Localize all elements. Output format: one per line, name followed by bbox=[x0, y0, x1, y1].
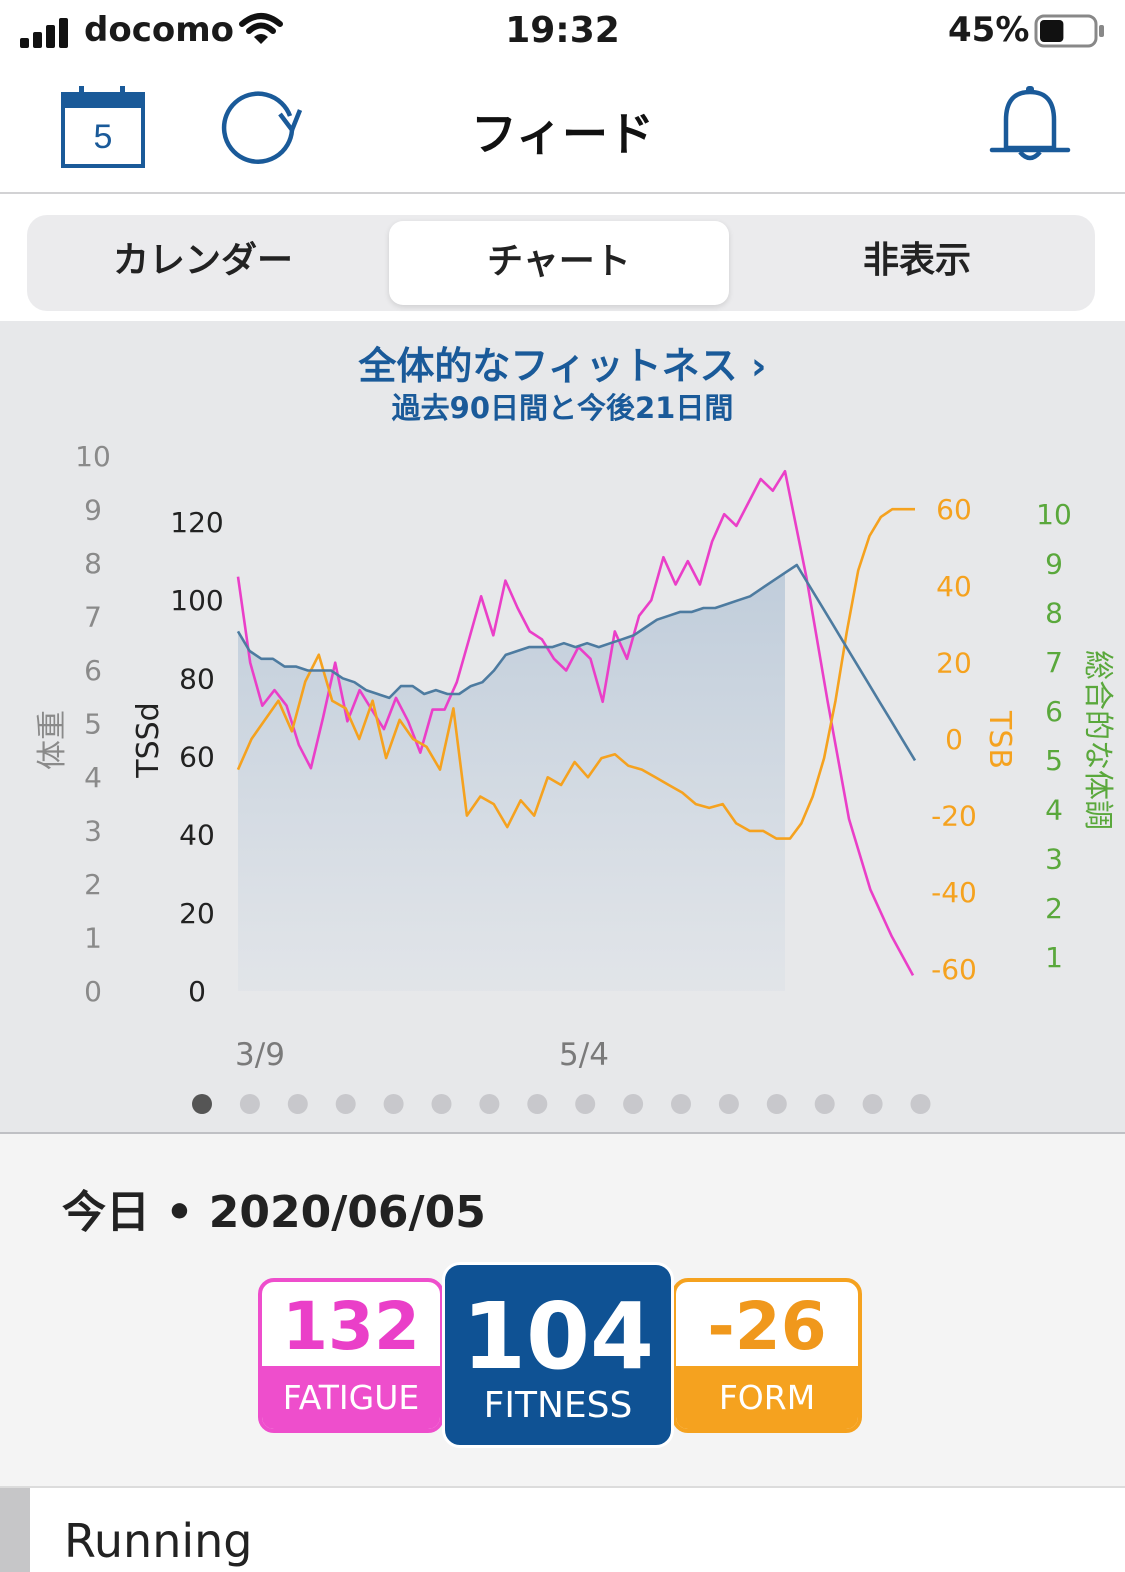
overall-tick-label: 6 bbox=[1045, 695, 1063, 728]
weight-tick-label: 2 bbox=[84, 868, 102, 901]
weight-tick-label: 1 bbox=[84, 922, 102, 955]
status-bar: docomo 19:32 45% bbox=[0, 0, 1125, 64]
tsb-axis-label: TSB bbox=[982, 710, 1017, 769]
segment-calendar[interactable]: カレンダー bbox=[112, 240, 293, 281]
tsb-tick-label: -20 bbox=[931, 800, 977, 833]
segment-hidden[interactable]: 非表示 bbox=[862, 240, 971, 281]
notifications-button[interactable] bbox=[988, 84, 1072, 170]
fitness-value: 104 bbox=[461, 1283, 655, 1390]
page-dot[interactable] bbox=[192, 1094, 212, 1114]
form-metric[interactable]: -26 FORM bbox=[672, 1278, 862, 1433]
fatigue-label: FATIGUE bbox=[262, 1366, 440, 1429]
page-dot[interactable] bbox=[575, 1094, 596, 1114]
refresh-button[interactable] bbox=[220, 86, 304, 170]
overall-tick-label: 9 bbox=[1045, 547, 1063, 580]
fitness-label: FITNESS bbox=[483, 1385, 633, 1426]
tsb-tick-label: -60 bbox=[931, 953, 977, 986]
fitness-area bbox=[238, 572, 785, 991]
weight-tick-label: 8 bbox=[84, 547, 102, 580]
chart-title-link[interactable]: 全体的なフィットネス › bbox=[358, 344, 767, 388]
battery-percentage: 45% bbox=[948, 10, 1030, 50]
wifi-icon bbox=[239, 13, 283, 44]
tss-tick-label: 0 bbox=[188, 975, 206, 1008]
page-dot[interactable] bbox=[671, 1094, 691, 1114]
activity-name: Running bbox=[64, 1514, 253, 1568]
tss-tick-label: 100 bbox=[170, 584, 223, 617]
weight-tick-label: 7 bbox=[84, 601, 102, 634]
activity-row[interactable]: Running bbox=[0, 1488, 1125, 1572]
page-indicator[interactable] bbox=[0, 1094, 1125, 1114]
page-dot[interactable] bbox=[527, 1094, 548, 1114]
calendar-button[interactable]: 5 bbox=[60, 86, 146, 174]
fatigue-metric[interactable]: 132 FATIGUE bbox=[258, 1278, 444, 1433]
tss-tick-label: 20 bbox=[179, 897, 215, 930]
page-dot[interactable] bbox=[623, 1094, 644, 1114]
overall-tick-label: 7 bbox=[1045, 646, 1063, 679]
form-series-line bbox=[236, 507, 915, 840]
overall-tick-label: 10 bbox=[1036, 498, 1072, 531]
page-dot[interactable] bbox=[335, 1094, 356, 1114]
fatigue-series-line bbox=[236, 469, 915, 977]
weight-tick-label: 10 bbox=[75, 440, 111, 473]
tsb-tick-label: 20 bbox=[936, 646, 972, 679]
navigation-bar: 5 フィード bbox=[0, 64, 1125, 194]
battery-icon bbox=[1034, 14, 1104, 48]
fitness-metric[interactable]: 104 FITNESS bbox=[442, 1262, 674, 1448]
overall-tick-label: 3 bbox=[1045, 843, 1063, 876]
overall-tick-label: 8 bbox=[1045, 597, 1063, 630]
fatigue-value: 132 bbox=[282, 1288, 420, 1365]
weight-axis-label: 体重 bbox=[35, 710, 70, 770]
form-label: FORM bbox=[676, 1366, 858, 1429]
overall-tick-label: 4 bbox=[1045, 793, 1063, 826]
weight-tick-label: 4 bbox=[84, 761, 102, 794]
page-dot[interactable] bbox=[479, 1094, 500, 1114]
tss-tick-label: 60 bbox=[179, 741, 215, 774]
tss-tick-label: 80 bbox=[179, 662, 215, 695]
weight-tick-label: 3 bbox=[84, 815, 102, 848]
tsb-tick-label: 40 bbox=[936, 570, 972, 603]
view-selector: カレンダー チャート 非表示 bbox=[0, 194, 1125, 321]
form-value: -26 bbox=[707, 1288, 827, 1365]
tsb-tick-label: 60 bbox=[936, 493, 972, 526]
tss-axis-label: TSSd bbox=[131, 702, 166, 778]
fitness-chart: 012345678910体重020406080100120TSSd-60-40-… bbox=[35, 440, 1115, 1073]
page-dot[interactable] bbox=[239, 1094, 260, 1114]
page-dot[interactable] bbox=[431, 1094, 452, 1114]
x-tick-label: 3/9 bbox=[235, 1037, 285, 1073]
overall-tick-label: 2 bbox=[1045, 892, 1063, 925]
weight-tick-label: 5 bbox=[84, 708, 102, 741]
x-tick-label: 5/4 bbox=[559, 1037, 609, 1073]
page-dot[interactable] bbox=[383, 1094, 404, 1114]
calendar-icon: 5 bbox=[61, 86, 145, 168]
page-dot[interactable] bbox=[862, 1094, 883, 1114]
page-dot[interactable] bbox=[766, 1094, 787, 1114]
overall-tick-label: 1 bbox=[1045, 941, 1063, 974]
weight-tick-label: 9 bbox=[84, 494, 102, 527]
fitness-series-line bbox=[236, 563, 917, 762]
calendar-day-number: 5 bbox=[94, 118, 113, 156]
activity-color-bar bbox=[0, 1488, 30, 1572]
chart-subtitle: 過去90日間と今後21日間 bbox=[391, 391, 734, 425]
tsb-tick-label: 0 bbox=[945, 723, 963, 756]
segmented-control: カレンダー チャート 非表示 bbox=[27, 215, 1095, 311]
bell-icon bbox=[989, 86, 1071, 161]
weight-tick-label: 0 bbox=[84, 975, 102, 1008]
overall-axis-label: 総合的な体調 bbox=[1080, 650, 1115, 830]
clock: 19:32 bbox=[505, 10, 620, 51]
tss-tick-label: 120 bbox=[170, 506, 223, 539]
refresh-icon bbox=[221, 91, 303, 164]
page-title: フィード bbox=[470, 107, 655, 161]
page-dot[interactable] bbox=[718, 1094, 739, 1114]
carrier-name: docomo bbox=[84, 10, 234, 50]
page-dot[interactable] bbox=[910, 1094, 931, 1114]
weight-tick-label: 6 bbox=[84, 654, 102, 687]
page-dot[interactable] bbox=[287, 1094, 308, 1114]
tsb-tick-label: -40 bbox=[931, 876, 977, 909]
segment-chart[interactable]: チャート bbox=[389, 221, 729, 305]
page-dot[interactable] bbox=[814, 1094, 835, 1114]
today-date: 今日 • 2020/06/05 bbox=[62, 1187, 486, 1238]
signal-strength-icon bbox=[20, 18, 68, 48]
overall-tick-label: 5 bbox=[1045, 744, 1063, 777]
tss-tick-label: 40 bbox=[179, 819, 215, 852]
